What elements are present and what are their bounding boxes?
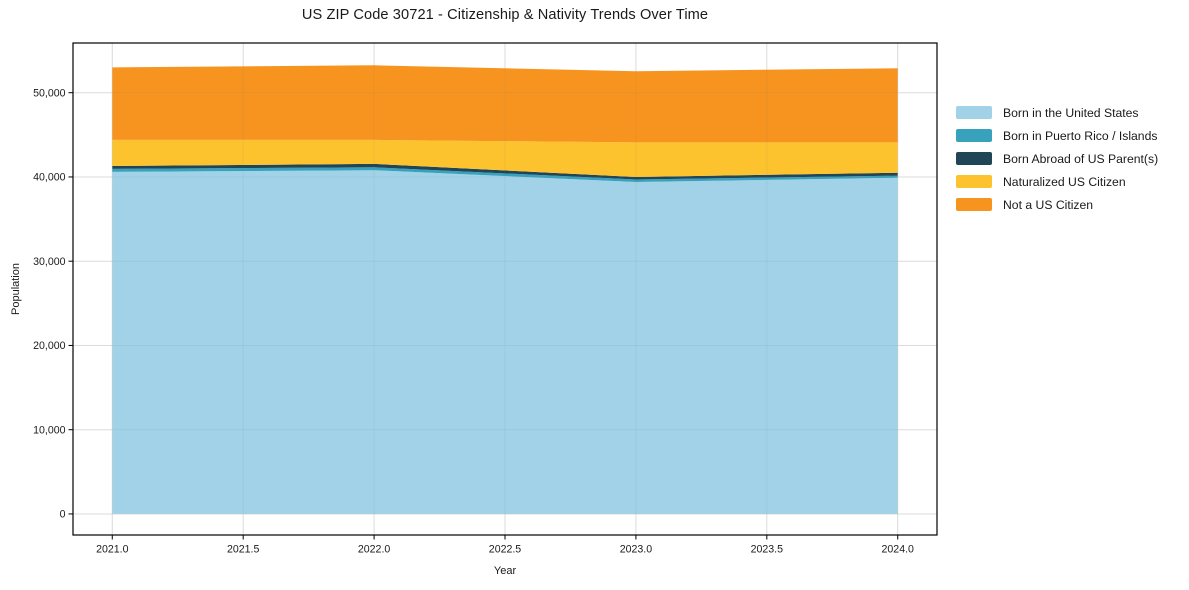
y-axis-label: Population [10,263,22,315]
legend-item: Not a US Citizen [956,193,1158,216]
legend: Born in the United States Born in Puerto… [956,101,1158,216]
x-tick-label: 2021.5 [227,544,260,556]
legend-label: Born Abroad of US Parent(s) [1003,151,1159,166]
y-tick-label: 20,000 [33,340,66,352]
y-tick-label: 0 [60,509,66,521]
x-tick-label: 2022.0 [358,544,391,556]
legend-item: Naturalized US Citizen [956,170,1158,193]
legend-item: Born in the United States [956,101,1158,124]
area-series-0 [112,170,898,514]
x-tick-label: 2021.0 [96,544,129,556]
x-tick-label: 2022.5 [489,544,522,556]
area-series-3 [112,139,898,177]
y-tick-label: 30,000 [33,256,66,268]
area-series-2 [112,163,898,180]
x-axis-label: Year [494,565,517,577]
x-tick-label: 2023.5 [751,544,784,556]
y-tick-label: 40,000 [33,172,66,184]
legend-label: Naturalized US Citizen [1003,174,1126,189]
legend-swatch-puerto-rico [956,129,992,142]
legend-label: Born in the United States [1003,105,1139,120]
x-tick-label: 2023.0 [620,544,653,556]
legend-label: Born in Puerto Rico / Islands [1003,128,1158,143]
legend-swatch-born-abroad [956,152,992,165]
area-series-1 [112,167,898,182]
legend-swatch-born-us [956,106,992,119]
y-tick-label: 10,000 [33,424,66,436]
legend-item: Born in Puerto Rico / Islands [956,124,1158,147]
area-series-4 [112,65,898,143]
chart-title: US ZIP Code 30721 - Citizenship & Nativi… [301,7,709,23]
legend-label: Not a US Citizen [1003,197,1094,212]
legend-swatch-naturalized [956,175,992,188]
legend-item: Born Abroad of US Parent(s) [956,147,1158,170]
x-tick-label: 2024.0 [882,544,915,556]
y-tick-label: 50,000 [33,87,66,99]
legend-swatch-not-citizen [956,198,992,211]
